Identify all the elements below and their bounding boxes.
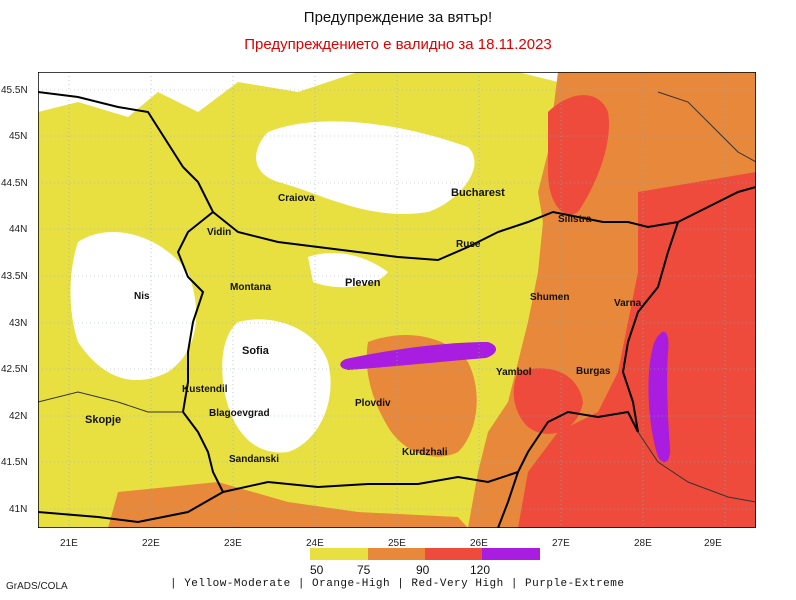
red-zone-2 <box>548 95 609 215</box>
city-label-silistra: Silistra <box>558 214 592 225</box>
city-label-kurdzhali: Kurdzhali <box>402 447 448 458</box>
lon-label: 26E <box>470 538 488 549</box>
lat-label: 42N <box>9 411 28 422</box>
city-label-sandanski: Sandanski <box>229 454 280 465</box>
orange-zone-3 <box>108 482 468 528</box>
lat-label: 43.5N <box>1 271 28 282</box>
legend-value: 50 <box>310 563 324 577</box>
lat-label: 45.5N <box>1 85 28 96</box>
lat-label: 43N <box>9 318 28 329</box>
danube-border <box>182 166 679 262</box>
city-label-sofia: Sofia <box>242 345 269 357</box>
legend-value: 75 <box>357 563 371 577</box>
red-zone-3 <box>513 368 583 434</box>
lon-label: 28E <box>634 538 652 549</box>
credit-label: GrADS/COLA <box>6 581 68 592</box>
legend-swatch-orange <box>368 548 425 560</box>
city-label-shumen: Shumen <box>530 292 570 303</box>
southwest-border <box>38 491 224 524</box>
purple-zone-1 <box>340 342 497 370</box>
country-borders <box>38 91 756 528</box>
legend-swatch-yellow <box>310 548 368 560</box>
city-label-yambol: Yambol <box>496 367 532 378</box>
bulgaria-south-border <box>222 410 639 493</box>
purple-zone-2 <box>648 331 671 463</box>
lat-label: 41.5N <box>1 457 28 468</box>
romania-east-border <box>677 186 756 223</box>
legend-description: | Yellow-Moderate | Orange-High | Red-Ve… <box>170 578 625 590</box>
lon-label: 22E <box>142 538 160 549</box>
red-zone <box>518 172 756 528</box>
lat-label: 41N <box>9 504 28 515</box>
city-label-montana: Montana <box>230 282 272 293</box>
lon-label: 27E <box>552 538 570 549</box>
city-label-vidin: Vidin <box>207 227 232 238</box>
city-label-burgas: Burgas <box>576 366 611 377</box>
lon-label: 24E <box>306 538 324 549</box>
lon-label: 23E <box>224 538 242 549</box>
lon-label: 29E <box>704 538 722 549</box>
coastline <box>38 91 756 503</box>
graticule <box>38 72 756 528</box>
city-label-pleven: Pleven <box>345 277 381 289</box>
city-label-plovdiv: Plovdiv <box>355 398 391 409</box>
city-label-bucharest: Bucharest <box>451 187 505 199</box>
city-label-craiova: Craiova <box>278 193 315 204</box>
page-title: Предупреждение за вятър! <box>303 9 493 26</box>
legend-value: 90 <box>416 563 430 577</box>
bulgaria-west-border <box>176 211 224 493</box>
wind-warning-map <box>38 72 756 528</box>
lat-label: 45N <box>9 131 28 142</box>
city-label-blagoevgrad: Blagoevgrad <box>209 408 270 419</box>
north-border <box>38 91 184 168</box>
city-label-kustendil: Kustendil <box>182 384 228 395</box>
lon-label: 25E <box>388 538 406 549</box>
city-label-skopje: Skopje <box>85 414 122 426</box>
lat-label: 44.5N <box>1 178 28 189</box>
lat-label: 42.5N <box>1 364 28 375</box>
lat-label: 44N <box>9 224 28 235</box>
legend-swatch-purple <box>482 548 540 560</box>
lon-label: 21E <box>60 538 78 549</box>
city-label-ruse: Ruse <box>456 239 481 250</box>
legend-value: 120 <box>470 563 491 577</box>
city-label-varna: Varna <box>614 298 642 309</box>
city-label-nis: Nis <box>134 291 150 302</box>
legend-swatch-red <box>425 548 482 560</box>
validity-subtitle: Предупреждението е валидно за 18.11.2023 <box>244 36 552 53</box>
bulgaria-east-coast <box>621 221 679 433</box>
greece-turkey-border <box>497 471 519 528</box>
